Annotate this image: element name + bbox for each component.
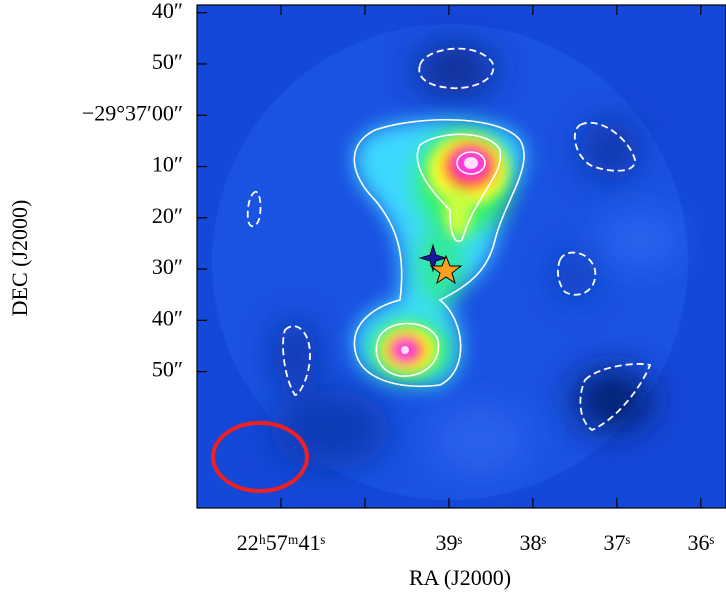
y-tick-label: 20″ bbox=[152, 203, 183, 228]
y-tick-label: 40″ bbox=[152, 0, 183, 23]
y-tick-label: 10″ bbox=[152, 152, 183, 177]
y-axis-title: DEC (J2000) bbox=[7, 200, 32, 317]
x-tick-label: 36ˢ bbox=[687, 530, 714, 555]
x-tick-label: 22ʰ57ᵐ41ˢ bbox=[237, 530, 326, 555]
y-tick-label: 50″ bbox=[152, 49, 183, 74]
page: {"chart_data": { "type": "image", "xlabe… bbox=[0, 0, 726, 597]
y-tick-label: 30″ bbox=[152, 254, 183, 279]
intensity-map bbox=[197, 5, 726, 508]
y-tick-label: 40″ bbox=[152, 305, 183, 330]
chart: DEC (J2000) RA (J2000) 22ʰ57ᵐ41ˢ 39ˢ 38ˢ 37… bbox=[0, 0, 726, 597]
x-tick-label: 37ˢ bbox=[603, 530, 630, 555]
y-tick-label: 50″ bbox=[152, 357, 183, 382]
x-axis-title: RA (J2000) bbox=[409, 565, 511, 590]
x-tick-label: 38ˢ bbox=[520, 530, 547, 555]
y-tick-label: −29°37′00″ bbox=[82, 100, 183, 125]
x-tick-label: 39ˢ bbox=[436, 530, 463, 555]
